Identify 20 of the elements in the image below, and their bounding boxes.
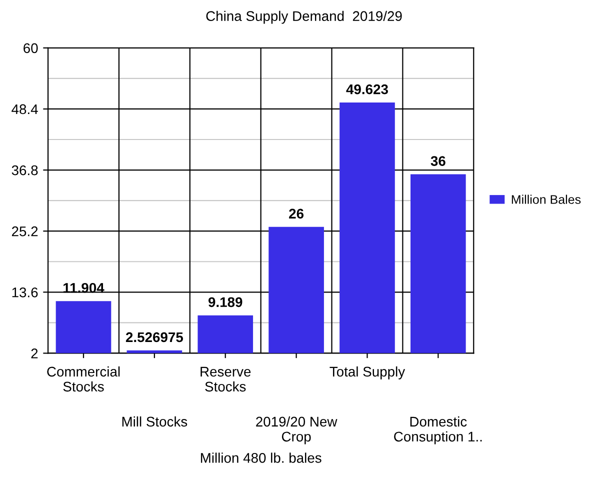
text: 36 <box>430 156 446 166</box>
x-tick-label: Reserve Stocks <box>200 366 251 392</box>
y-tick-label: 13.6 <box>12 287 38 298</box>
text: 49.623 <box>346 84 388 94</box>
y-tick-label: 36.8 <box>12 165 38 176</box>
text: 26 <box>289 208 304 219</box>
chart-title: China Supply Demand 2019/29 <box>206 10 402 24</box>
x-tick-label: Mill Stocks <box>122 416 188 427</box>
x-axis-title: Million 480 lb. bales <box>200 452 322 463</box>
legend-label: Million Bales <box>512 194 581 204</box>
x-tick-label: 2019/20 New Crop <box>256 416 338 444</box>
x-tick-label: Total Supply <box>330 366 406 380</box>
y-tick-label: 25.2 <box>12 226 38 236</box>
text: 2.526975 <box>126 332 184 342</box>
y-tick-label: 48.4 <box>12 104 38 114</box>
y-tick-label: 2 <box>31 348 38 358</box>
y-tick-label: 60 <box>24 43 38 54</box>
x-tick-label: Domestic Consuption 1.. <box>394 416 482 444</box>
x-tick-label: Commercial Stocks <box>47 366 120 392</box>
text: 9.189 <box>208 297 242 308</box>
